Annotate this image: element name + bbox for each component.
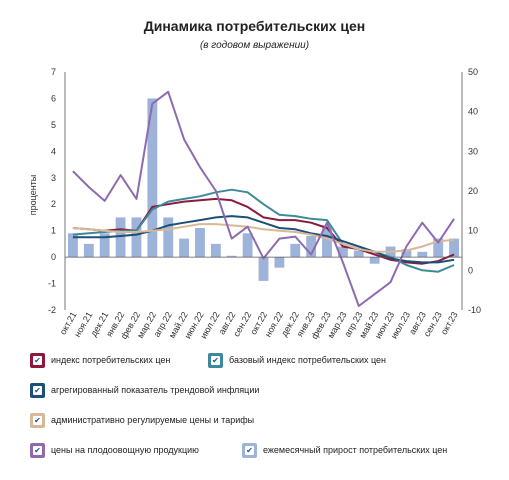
bar bbox=[210, 243, 221, 258]
y-tick-label: 7 bbox=[51, 67, 56, 77]
y-tick-label: -2 bbox=[48, 305, 56, 315]
legend-swatch[interactable]: ✔ bbox=[30, 442, 45, 458]
bar bbox=[258, 257, 269, 281]
legend-item-monthly-growth[interactable]: ✔ ежемесячный прирост потребительских це… bbox=[242, 440, 447, 460]
bar bbox=[99, 233, 110, 258]
y-tick-label: 0 bbox=[51, 252, 56, 262]
bar bbox=[322, 225, 332, 258]
bar bbox=[195, 228, 205, 258]
y-tick-label: 3 bbox=[51, 173, 56, 183]
bar bbox=[337, 246, 348, 258]
bars-layer bbox=[68, 98, 459, 281]
bar bbox=[417, 251, 428, 258]
bar bbox=[68, 233, 78, 258]
y-axis-label: проценты bbox=[28, 175, 38, 216]
y2-tick-label: 0 bbox=[468, 265, 473, 275]
legend-label: ежемесячный прирост потребительских цен bbox=[263, 445, 448, 455]
checkmark-icon: ✔ bbox=[34, 385, 41, 395]
y2-tick-label: 20 bbox=[468, 186, 478, 196]
bar bbox=[433, 238, 444, 258]
legend-label: агрегированный показатель трендовой инфл… bbox=[51, 385, 260, 395]
axes-layer: -2-101234567-1001020304050окт.21ноя.21де… bbox=[48, 67, 481, 341]
legend-item-fruit-veg[interactable]: ✔ цены на плодоовощную продукцию bbox=[30, 440, 199, 460]
y-tick-label: 1 bbox=[51, 226, 56, 236]
y-tick-label: 4 bbox=[51, 146, 56, 156]
y2-tick-label: 10 bbox=[468, 226, 478, 236]
legend-swatch[interactable]: ✔ bbox=[208, 352, 223, 368]
y2-tick-label: 40 bbox=[468, 107, 478, 117]
series-line bbox=[72, 90, 455, 307]
bar bbox=[353, 250, 364, 258]
y-tick-label: 2 bbox=[51, 199, 56, 209]
bar bbox=[83, 243, 94, 258]
y2-tick-label: -10 bbox=[468, 305, 481, 315]
chart-subtitle: (в годовом выражении) bbox=[199, 40, 310, 51]
bar bbox=[115, 217, 126, 258]
checkmark-icon: ✔ bbox=[34, 445, 41, 455]
bar bbox=[290, 243, 301, 258]
legend-label: административно регулируемые цены и тари… bbox=[51, 415, 255, 425]
legend-label: индекс потребительских цен bbox=[51, 355, 171, 365]
legend-item-cpi[interactable]: ✔ индекс потребительских цен bbox=[30, 350, 170, 370]
y2-tick-label: 50 bbox=[468, 67, 478, 77]
bar bbox=[179, 238, 190, 258]
legend-label: цены на плодоовощную продукцию bbox=[51, 445, 199, 455]
y-tick-label: 6 bbox=[51, 93, 56, 103]
series-line bbox=[72, 223, 455, 253]
legend-swatch[interactable]: ✔ bbox=[30, 352, 45, 368]
bar bbox=[401, 249, 412, 258]
checkmark-icon: ✔ bbox=[34, 355, 41, 365]
bar bbox=[242, 233, 253, 258]
legend-swatch[interactable]: ✔ bbox=[242, 442, 257, 458]
legend-swatch[interactable]: ✔ bbox=[30, 382, 45, 398]
legend-swatch[interactable]: ✔ bbox=[30, 412, 45, 428]
legend-label: базовый индекс потребительских цен bbox=[229, 355, 387, 365]
checkmark-icon: ✔ bbox=[212, 355, 219, 365]
y2-tick-label: 30 bbox=[468, 146, 478, 156]
bar bbox=[131, 217, 142, 258]
checkmark-icon: ✔ bbox=[34, 415, 41, 425]
series-line bbox=[72, 215, 455, 264]
bar bbox=[147, 98, 158, 258]
bar bbox=[274, 257, 285, 268]
bar bbox=[306, 235, 317, 258]
bar bbox=[226, 255, 237, 258]
checkmark-icon: ✔ bbox=[246, 445, 253, 455]
chart-title: Динамика потребительских цен bbox=[143, 18, 366, 34]
legend-item-core-cpi[interactable]: ✔ базовый индекс потребительских цен bbox=[208, 350, 386, 370]
bar bbox=[369, 257, 380, 264]
lines-layer bbox=[72, 90, 455, 307]
legend-item-regulated-prices[interactable]: ✔ административно регулируемые цены и та… bbox=[30, 410, 254, 430]
legend-item-trend-inflation[interactable]: ✔ агрегированный показатель трендовой ин… bbox=[30, 380, 259, 400]
chart-plot: -2-101234567-1001020304050окт.21ноя.21де… bbox=[28, 67, 481, 341]
y-tick-label: -1 bbox=[48, 279, 56, 289]
bar bbox=[163, 217, 174, 258]
y-tick-label: 5 bbox=[51, 120, 56, 130]
bar bbox=[449, 238, 459, 258]
